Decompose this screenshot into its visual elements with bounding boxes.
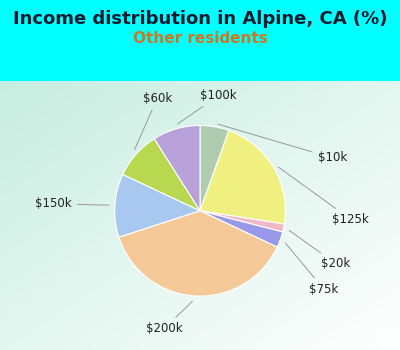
Wedge shape	[200, 211, 283, 247]
Wedge shape	[200, 125, 229, 211]
Wedge shape	[123, 139, 200, 211]
Text: $60k: $60k	[134, 92, 172, 149]
Text: $150k: $150k	[36, 197, 109, 210]
Wedge shape	[200, 131, 285, 224]
Wedge shape	[119, 211, 277, 296]
Text: $100k: $100k	[178, 89, 237, 124]
Text: Other residents: Other residents	[133, 31, 267, 46]
Text: $10k: $10k	[218, 124, 347, 164]
Text: $125k: $125k	[279, 167, 369, 226]
Text: $20k: $20k	[289, 230, 350, 270]
Wedge shape	[200, 211, 284, 232]
Wedge shape	[115, 174, 200, 237]
Wedge shape	[154, 125, 200, 211]
Text: $75k: $75k	[285, 243, 338, 296]
Text: Income distribution in Alpine, CA (%): Income distribution in Alpine, CA (%)	[13, 10, 387, 28]
Text: $200k: $200k	[146, 301, 192, 335]
